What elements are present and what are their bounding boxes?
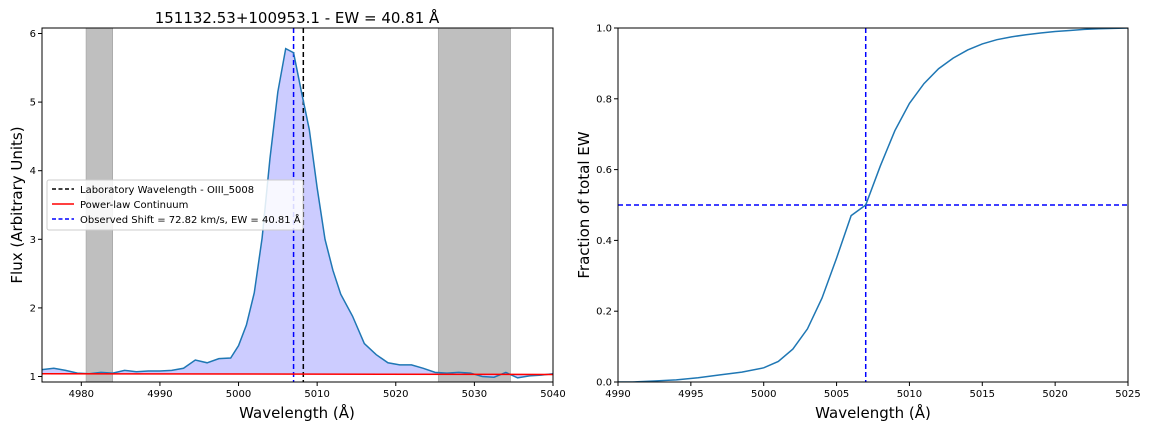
x-tick-label: 5020 [1042, 389, 1067, 400]
x-tick-label: 5025 [1115, 389, 1140, 400]
right-y-axis-label: Fraction of total EW [575, 131, 593, 278]
x-tick-label: 5015 [970, 389, 995, 400]
left-legend: Laboratory Wavelength - OIII_5008 Power-… [46, 179, 304, 231]
y-tick-label: 3 [30, 235, 36, 246]
flux-spectrum-line [42, 47, 553, 379]
right-plot-area [618, 28, 1128, 382]
left-y-axis-label: Flux (Arbitrary Units) [8, 126, 26, 283]
continuum-line [42, 373, 553, 376]
y-tick-label: 0.4 [596, 236, 612, 247]
excluded-region-1 [437, 28, 511, 382]
right-axes-frame [617, 27, 1129, 383]
x-tick-label: 5005 [824, 389, 849, 400]
right-ticks: 4990 4995 5000 5005 5010 5015 5020 5025 0.0 0.2 0.… [596, 24, 1141, 401]
left-chart-title: 151132.53+100953.1 - EW = 40.81 Å [155, 8, 440, 27]
x-tick-label: 5000 [226, 389, 251, 400]
plot-clip-group [618, 28, 1128, 382]
right-panel: 4990 4995 5000 5005 5010 5015 5020 5025 0.0 0.2 0.… [575, 24, 1141, 423]
legend-label-observed-shift: Observed Shift = 72.82 km/s, EW = 40.81 … [80, 213, 301, 226]
y-tick-label: 2 [30, 303, 36, 314]
left-ticks: 4980 4990 5000 5010 5020 5030 5040 1 2 3 4 5 6 [30, 29, 566, 400]
x-tick-label: 4990 [147, 389, 172, 400]
x-tick-label: 5030 [462, 389, 487, 400]
y-tick-label: 0.2 [596, 307, 612, 318]
x-tick-label: 5010 [897, 389, 922, 400]
y-tick-label: 0.8 [596, 94, 612, 105]
left-panel: 151132.53+100953.1 - EW = 40.81 Å 4980 49… [8, 8, 566, 422]
left-axes-frame [41, 27, 554, 383]
right-x-axis-label: Wavelength (Å) [815, 403, 931, 422]
x-tick-label: 4980 [69, 389, 94, 400]
cumulative-ew-line [618, 28, 1128, 382]
x-tick-label: 4990 [605, 389, 630, 400]
y-tick-label: 4 [30, 166, 36, 177]
left-x-axis-label: Wavelength (Å) [239, 403, 355, 422]
y-tick-label: 6 [30, 29, 36, 40]
legend-box [46, 179, 304, 231]
x-tick-label: 5020 [383, 389, 408, 400]
x-tick-label: 5000 [751, 389, 776, 400]
y-tick-label: 1 [30, 372, 36, 383]
y-tick-label: 0.0 [596, 378, 612, 389]
x-tick-label: 4995 [678, 389, 703, 400]
x-tick-label: 5010 [304, 389, 329, 400]
legend-label-lab-wavelength: Laboratory Wavelength - OIII_5008 [80, 185, 254, 196]
x-tick-label: 5040 [540, 389, 565, 400]
y-tick-label: 1.0 [596, 24, 612, 35]
y-tick-label: 5 [30, 98, 36, 109]
y-tick-label: 0.6 [596, 165, 612, 176]
legend-label-continuum: Power-law Continuum [80, 200, 188, 211]
